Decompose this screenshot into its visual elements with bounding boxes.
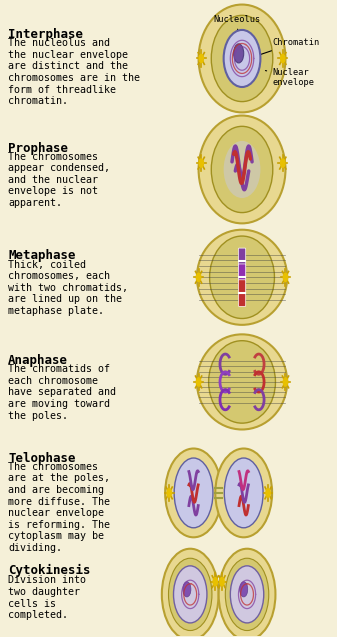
Ellipse shape (162, 548, 219, 637)
Ellipse shape (215, 448, 272, 537)
Circle shape (167, 489, 171, 497)
Circle shape (266, 489, 270, 497)
Ellipse shape (210, 236, 274, 318)
Text: The chromatids of
each chromosome
have separated and
are moving toward
the poles: The chromatids of each chromosome have s… (8, 364, 116, 420)
Ellipse shape (224, 30, 261, 87)
Circle shape (196, 273, 201, 282)
Circle shape (283, 378, 288, 386)
Text: Metaphase: Metaphase (8, 249, 75, 262)
Ellipse shape (224, 141, 261, 198)
Ellipse shape (211, 126, 273, 213)
Text: Division into
two daughter
cells is
completed.: Division into two daughter cells is comp… (8, 575, 86, 620)
Text: Chromatin: Chromatin (261, 38, 319, 54)
Ellipse shape (198, 4, 285, 112)
Circle shape (281, 159, 285, 168)
Circle shape (281, 54, 285, 62)
Ellipse shape (197, 334, 287, 429)
Text: Prophase: Prophase (8, 141, 68, 155)
Circle shape (199, 54, 204, 62)
Text: The chromosomes
appear condensed,
and the nuclear
envelope is not
apparent.: The chromosomes appear condensed, and th… (8, 152, 110, 208)
Ellipse shape (198, 115, 285, 224)
Text: Anaphase: Anaphase (8, 354, 68, 367)
Circle shape (240, 582, 248, 597)
Circle shape (220, 578, 224, 586)
Ellipse shape (165, 448, 222, 537)
Ellipse shape (197, 230, 287, 325)
Ellipse shape (219, 548, 275, 637)
Text: The chromosomes
are at the poles,
and are becoming
more diffuse. The
nuclear env: The chromosomes are at the poles, and ar… (8, 462, 110, 553)
Text: Thick, coiled
chromosomes, each
with two chromatids,
are lined up on the
metapha: Thick, coiled chromosomes, each with two… (8, 259, 128, 316)
Circle shape (183, 582, 191, 597)
Ellipse shape (209, 341, 275, 423)
Text: The nucleolus and
the nuclear envelope
are distinct and the
chromosomes are in t: The nucleolus and the nuclear envelope a… (8, 38, 140, 106)
Circle shape (234, 44, 244, 63)
Text: Telophase: Telophase (8, 452, 75, 464)
Text: Interphase: Interphase (8, 28, 83, 41)
Ellipse shape (174, 458, 213, 528)
Text: Nuclear
envelope: Nuclear envelope (266, 68, 314, 87)
FancyBboxPatch shape (238, 280, 246, 306)
Circle shape (283, 273, 288, 282)
Ellipse shape (211, 15, 273, 101)
FancyBboxPatch shape (238, 248, 246, 275)
Ellipse shape (174, 566, 207, 623)
Circle shape (199, 159, 204, 168)
Ellipse shape (225, 558, 269, 631)
Circle shape (196, 378, 201, 386)
Text: Nucleolus: Nucleolus (214, 15, 261, 36)
FancyBboxPatch shape (238, 264, 246, 290)
Ellipse shape (224, 458, 263, 528)
Circle shape (213, 578, 217, 586)
Ellipse shape (230, 566, 264, 623)
Text: Cytokinesis: Cytokinesis (8, 564, 91, 577)
Ellipse shape (168, 558, 212, 631)
